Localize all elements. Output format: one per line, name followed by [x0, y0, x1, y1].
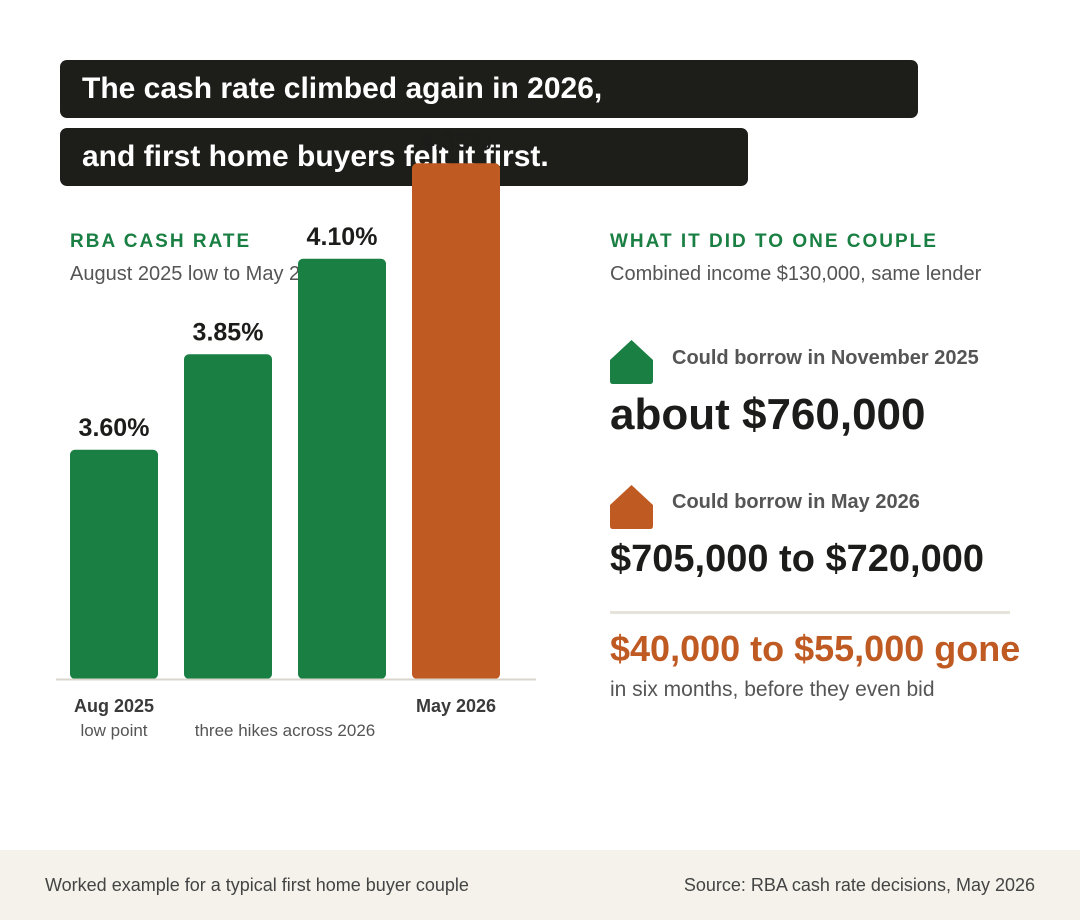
- borrow-nov-2025-label: Could borrow in November 2025: [672, 347, 979, 369]
- bar-value-label: 4.10%: [307, 223, 378, 251]
- borrow-may-2026-amount: $705,000 to $720,000: [610, 538, 984, 580]
- bar-2: [184, 354, 272, 679]
- bar-1: [70, 449, 158, 679]
- borrow-may-2026-label: Could borrow in May 2026: [672, 491, 920, 513]
- loss-caption: in six months, before they even bid: [610, 678, 935, 701]
- couple-kicker: WHAT IT DID TO ONE COUPLE: [610, 231, 938, 252]
- couple-subhead: Combined income $130,000, same lender: [610, 263, 982, 285]
- headline-line-1: The cash rate climbed again in 2026,: [60, 60, 918, 118]
- house-icon: [610, 340, 653, 384]
- divider: [610, 611, 1010, 614]
- x-tick-note: three hikes across 2026: [195, 721, 376, 740]
- bar-3: [298, 258, 386, 679]
- bar-value-label: 4.35%: [421, 127, 492, 155]
- headline-line-2: and first home buyers felt it first.: [60, 128, 748, 186]
- chart-subhead: August 2025 low to May 2026: [70, 263, 334, 285]
- borrow-nov-2025-amount: about $760,000: [610, 390, 926, 439]
- x-tick-label: Aug 2025: [74, 696, 154, 716]
- bar-value-label: 3.60%: [79, 414, 150, 442]
- footer: Worked example for a typical first home …: [0, 850, 1080, 920]
- x-tick-label: May 2026: [416, 696, 496, 716]
- x-tick-note: low point: [80, 721, 147, 740]
- footer-source: Source: RBA cash rate decisions, May 202…: [683, 875, 1035, 895]
- cash-rate-bar-chart: 3.60% 3.85% 4.10% 4.35% Aug 2025 May 2026 low …: [56, 127, 536, 740]
- house-icon: [610, 485, 653, 529]
- footer-note: Worked example for a typical first home …: [45, 875, 469, 895]
- bar-4: [412, 163, 500, 680]
- chart-kicker: RBA CASH RATE: [70, 231, 252, 252]
- loss-amount: $40,000 to $55,000 gone: [610, 628, 1021, 669]
- bar-value-label: 3.85%: [193, 318, 264, 346]
